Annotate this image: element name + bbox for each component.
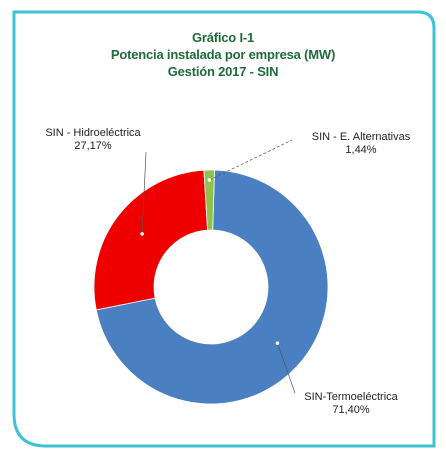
- slice-hidroelectrica: [93, 169, 208, 311]
- label-alternativas: SIN - E. Alternativas 1,44%: [296, 131, 426, 157]
- slice-alternativas: [203, 169, 215, 231]
- slice-termoelectrica: [95, 169, 329, 405]
- label-termoelectrica-name: SIN-Termoeléctrica: [304, 391, 398, 403]
- label-termoelectrica: SIN-Termoeléctrica 71,40%: [286, 391, 416, 417]
- label-hidroelectrica: SIN - Hidroeléctrica 27,17%: [28, 127, 158, 153]
- leader-line-termoelectrica: [277, 343, 296, 394]
- leader-dot-alternativas: [207, 178, 212, 182]
- label-alternativas-name: SIN - E. Alternativas: [311, 131, 411, 143]
- leader-dot-hidroelectrica: [140, 232, 144, 236]
- chart-title-line-2: Potencia instalada por empresa (MW): [110, 47, 336, 62]
- label-alternativas-value: 1,44%: [345, 144, 377, 156]
- label-termoelectrica-value: 71,40%: [332, 404, 370, 416]
- leader-dot-termoelectrica: [275, 341, 280, 345]
- label-hidroelectrica-name: SIN - Hidroeléctrica: [45, 127, 141, 139]
- leader-line-alternativas: [209, 139, 293, 181]
- chart-title-line-1: Gráfico I-1: [191, 30, 255, 45]
- leader-line-hidroelectrica: [141, 151, 147, 234]
- chart-title-line-3: Gestión 2017 - SIN: [167, 64, 279, 79]
- label-hidroelectrica-value: 27,17%: [74, 140, 112, 152]
